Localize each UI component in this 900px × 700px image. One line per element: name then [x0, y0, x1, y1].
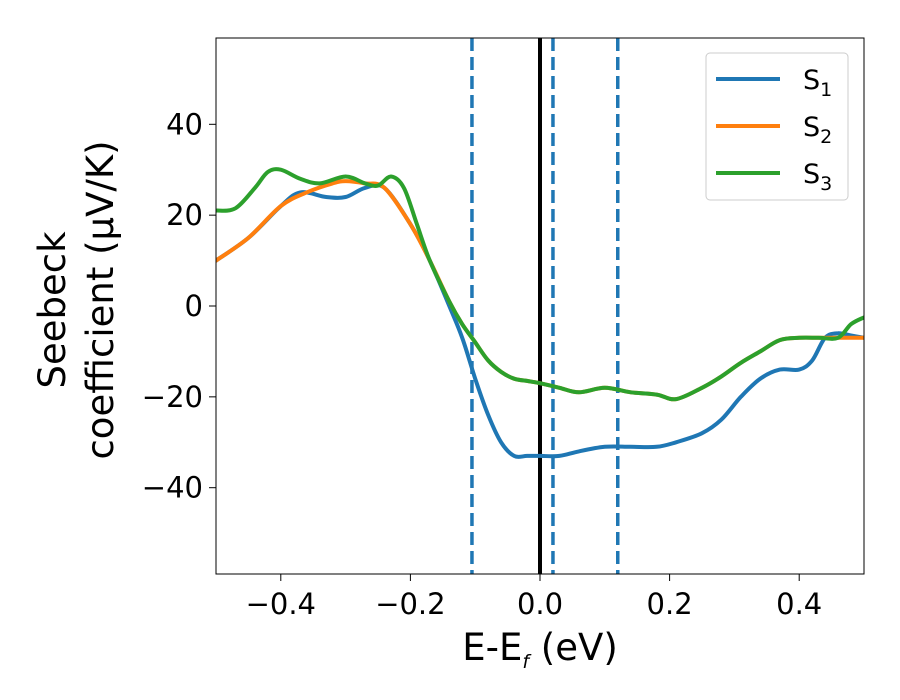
- y-axis-title-line2: coefficient (μV/K): [79, 140, 122, 459]
- y-tick-label: −20: [142, 380, 203, 414]
- x-tick-label: −0.2: [375, 587, 445, 621]
- y-axis-title: Seebeck coefficient (μV/K): [31, 140, 122, 459]
- x-tick-label: 0.4: [776, 587, 822, 621]
- y-axis: 40 20 0 −20 −40: [142, 107, 216, 505]
- y-tick-label: 20: [166, 198, 203, 232]
- series-line-s1: [216, 182, 864, 459]
- legend-label-s2: S2: [803, 112, 832, 148]
- y-axis-title-line1: Seebeck: [31, 231, 74, 389]
- x-tick-label: −0.4: [246, 587, 316, 621]
- series-lines: [216, 167, 864, 459]
- reference-lines: [470, 38, 620, 574]
- x-axis-title: E-Ef (eV): [462, 626, 618, 673]
- legend-label-s3: S3: [803, 159, 832, 195]
- legend: S1 S2 S3: [705, 52, 849, 201]
- series-line-s3: [216, 167, 864, 402]
- y-tick-label: −40: [142, 471, 203, 505]
- y-tick-label: 0: [185, 289, 203, 323]
- x-tick-label: 0.2: [647, 587, 693, 621]
- x-axis: −0.4 −0.2 0.0 0.2 0.4: [246, 574, 822, 621]
- legend-label-s1: S1: [803, 65, 832, 101]
- y-tick-label: 40: [166, 107, 203, 141]
- x-tick-label: 0.0: [517, 587, 563, 621]
